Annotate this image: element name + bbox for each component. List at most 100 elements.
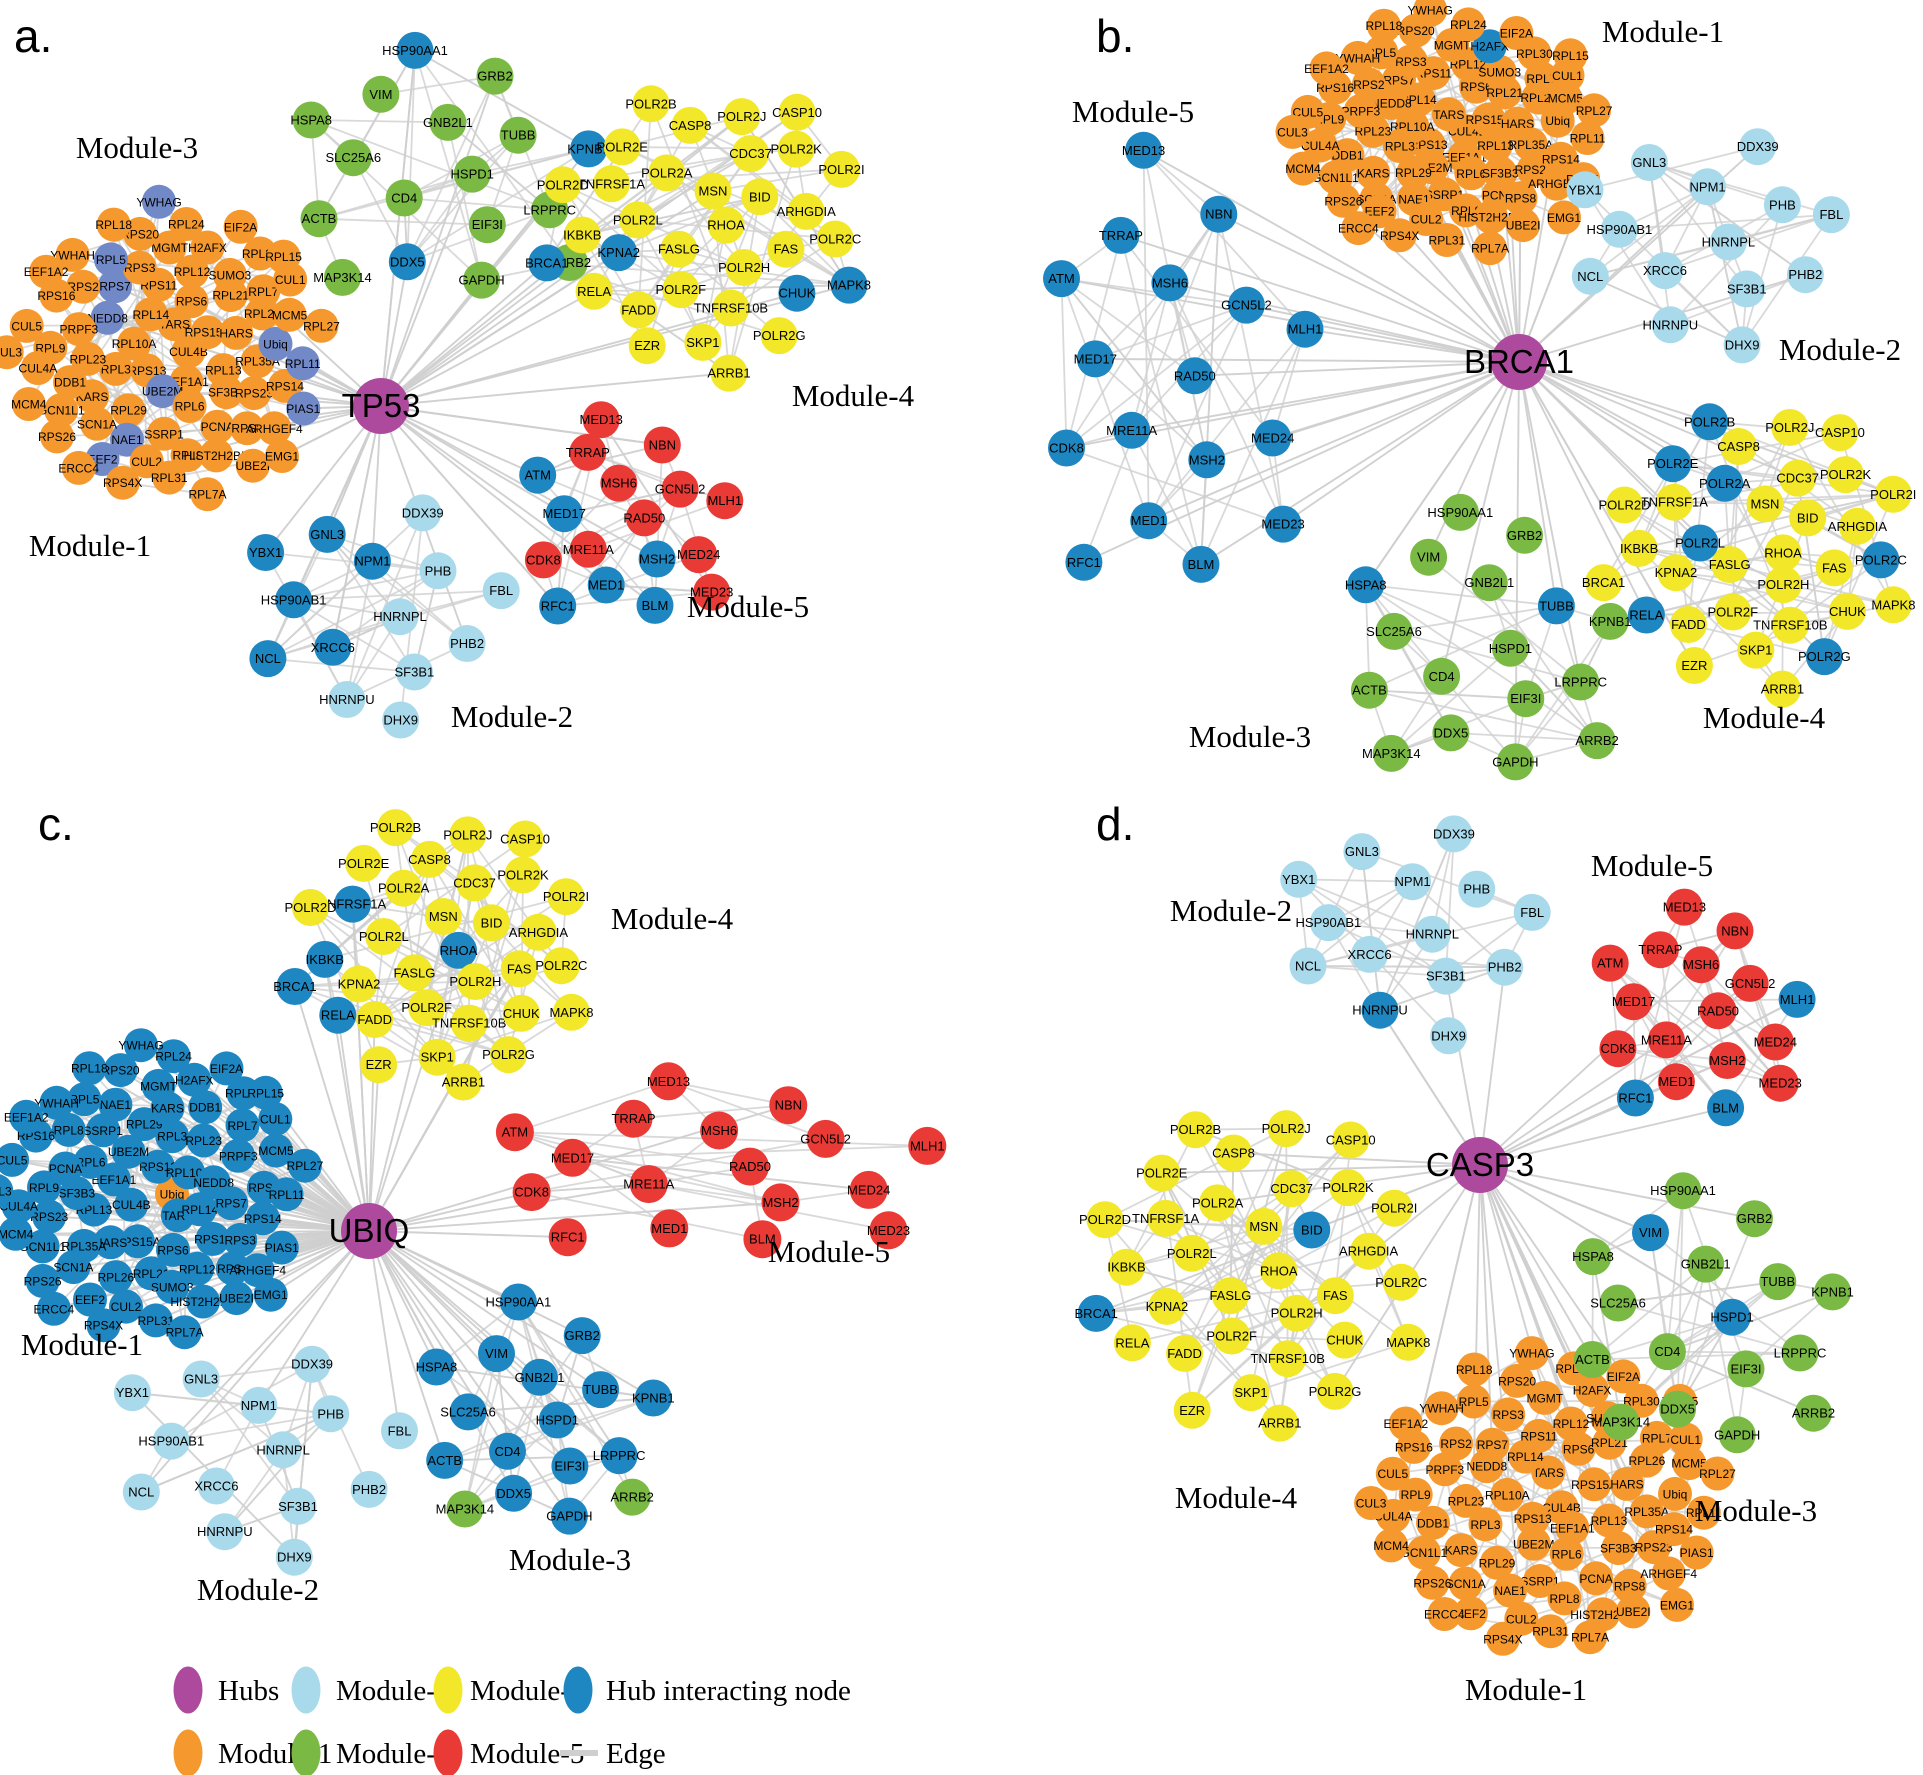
edge bbox=[531, 1183, 649, 1193]
edge bbox=[1169, 282, 1284, 525]
edge bbox=[267, 657, 415, 673]
node-RPL7 bbox=[225, 1108, 260, 1143]
node-EEF1A2 bbox=[29, 254, 64, 289]
node-MED24 bbox=[1254, 419, 1292, 457]
edge bbox=[1298, 878, 1413, 883]
hub-edge bbox=[1304, 328, 1520, 363]
node-PCNA bbox=[200, 409, 235, 444]
node-VIM bbox=[1410, 538, 1448, 576]
edge bbox=[1361, 850, 1533, 914]
module-label-b-module3: Module-3 bbox=[1189, 719, 1311, 754]
node-KPNB1 bbox=[570, 130, 608, 168]
node-MSN bbox=[694, 172, 732, 210]
node-MAP3K14 bbox=[324, 258, 361, 296]
node-GNL3 bbox=[308, 515, 346, 553]
node-MED13 bbox=[1665, 888, 1703, 926]
node-DDX39 bbox=[293, 1345, 331, 1383]
node-POLR2L bbox=[1681, 524, 1719, 562]
node-MLH1 bbox=[908, 1126, 947, 1165]
node-CUL3 bbox=[0, 1174, 14, 1208]
hub-edge bbox=[1479, 1164, 1594, 1360]
edge bbox=[120, 1069, 243, 1127]
edge bbox=[1592, 1256, 1622, 1423]
hub-edge bbox=[368, 1230, 568, 1239]
node-PHB2 bbox=[1786, 256, 1824, 294]
node-CDC37 bbox=[1779, 459, 1817, 497]
node-RPL10A bbox=[117, 326, 152, 361]
edge bbox=[1687, 421, 1711, 625]
node-POLR2K bbox=[1827, 456, 1864, 494]
legend-label-edge: Edge bbox=[606, 1738, 666, 1770]
node-RHOA bbox=[707, 206, 745, 244]
node-MED1 bbox=[1657, 1063, 1695, 1101]
edge bbox=[1250, 1188, 1293, 1393]
node-POLR2E bbox=[1654, 445, 1692, 483]
hub-edge bbox=[368, 1230, 498, 1355]
node-CUL4A bbox=[20, 351, 55, 385]
legend: Hubs Module-2 Module-4 Hub interacting node… bbox=[173, 1666, 851, 1775]
node-SF3B3 bbox=[1601, 1531, 1636, 1566]
node-YBX1 bbox=[1566, 171, 1604, 209]
edge bbox=[557, 591, 712, 607]
node-IKBKB bbox=[306, 940, 344, 978]
panel-letter-a: a. bbox=[14, 10, 52, 62]
node-FAS bbox=[767, 230, 805, 268]
node-EMG1 bbox=[1547, 200, 1581, 235]
node-RPL14 bbox=[133, 297, 168, 332]
node-POLR2C bbox=[542, 947, 580, 985]
node-MSH2 bbox=[1188, 441, 1226, 479]
edge bbox=[1675, 571, 1848, 613]
node-FBL bbox=[381, 1412, 418, 1450]
node-HSP90AB1 bbox=[1309, 904, 1347, 942]
edge bbox=[1393, 630, 1581, 683]
node-POLR2L bbox=[619, 201, 657, 239]
node-TUBB bbox=[499, 116, 537, 154]
panel-d: CUL4BRPS13TARSEEF1A1RPL10ARPS15AUBE2MRPL… bbox=[1075, 798, 1854, 1707]
node-RPL12 bbox=[175, 254, 209, 289]
node-ARRB1 bbox=[1261, 1404, 1299, 1442]
node-EZR bbox=[1173, 1391, 1211, 1429]
edge bbox=[1648, 161, 1806, 276]
node-KARS bbox=[1444, 1533, 1478, 1568]
edge bbox=[1271, 328, 1306, 439]
node-CDC37 bbox=[1273, 1170, 1311, 1208]
node-MCM4 bbox=[1374, 1528, 1409, 1563]
edge bbox=[1060, 278, 1150, 522]
node-RPS8 bbox=[1612, 1568, 1647, 1603]
node-HSPD1 bbox=[453, 155, 491, 193]
node-HSPD1 bbox=[1713, 1298, 1751, 1336]
edge bbox=[326, 533, 468, 645]
node-POLR2C bbox=[1382, 1263, 1420, 1301]
hub-edge bbox=[1200, 361, 1520, 566]
module-label-b-module5: Module-5 bbox=[1072, 94, 1194, 129]
node-TUBB bbox=[1759, 1263, 1797, 1301]
node-ACTB bbox=[1573, 1341, 1611, 1378]
node-MED17 bbox=[545, 495, 583, 533]
edge bbox=[1094, 358, 1208, 461]
edge bbox=[436, 1011, 572, 1059]
node-RAD50 bbox=[625, 499, 663, 537]
node-RPL15 bbox=[1553, 38, 1588, 73]
edge bbox=[464, 1353, 498, 1510]
node-EMG1 bbox=[265, 439, 299, 473]
node-SLC25A6 bbox=[1375, 612, 1413, 650]
edge bbox=[1065, 213, 1220, 449]
edge bbox=[668, 1080, 789, 1107]
node-RPL29 bbox=[111, 393, 146, 428]
node-POLR2B bbox=[1177, 1111, 1214, 1149]
node-ARRB2 bbox=[1795, 1394, 1832, 1432]
hub-edge bbox=[380, 405, 565, 515]
edge bbox=[1617, 1302, 1801, 1354]
node-GCN1L1 bbox=[44, 393, 79, 428]
node-GCN5L2 bbox=[661, 470, 699, 508]
hub-label-CASP3: CASP3 bbox=[1426, 1146, 1534, 1183]
node-LRPPRC bbox=[1781, 1334, 1819, 1372]
node-NPM1 bbox=[353, 542, 391, 580]
node-SF3B1 bbox=[279, 1487, 317, 1525]
edge bbox=[404, 197, 550, 211]
node-GNL3 bbox=[1343, 833, 1381, 871]
node-XRCC6 bbox=[314, 628, 352, 666]
node-DHX9 bbox=[382, 701, 420, 739]
node-MSH2 bbox=[638, 540, 676, 578]
edge bbox=[311, 119, 448, 124]
